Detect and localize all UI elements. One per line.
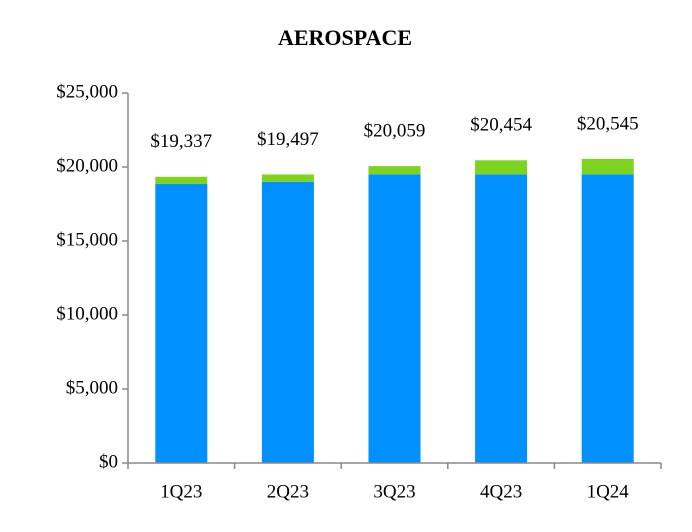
bar-segment: [368, 174, 421, 463]
total-label: $19,337: [150, 131, 212, 152]
total-label: $20,545: [577, 113, 639, 134]
y-tick-label: $20,000: [56, 155, 118, 176]
y-tick-label: $15,000: [56, 229, 118, 250]
bar-segment: [155, 176, 208, 185]
x-tick-label: 1Q23: [160, 481, 202, 502]
total-label: $20,454: [470, 115, 532, 136]
total-label: $19,497: [257, 129, 319, 150]
y-tick-label: $0: [99, 451, 118, 472]
bar-segment: [155, 184, 208, 463]
bar-segment: [581, 158, 634, 175]
bar-segment: [261, 174, 314, 182]
y-tick-label: $10,000: [56, 303, 118, 324]
bar-segment: [475, 174, 528, 463]
bar-segment: [581, 174, 634, 463]
x-tick-label: 4Q23: [480, 481, 522, 502]
bar-segment: [368, 166, 421, 175]
x-tick-label: 2Q23: [267, 481, 309, 502]
bar-segment: [261, 181, 314, 464]
bar-segment: [475, 160, 528, 175]
x-tick-label: 1Q24: [587, 481, 630, 502]
chart-title: AEROSPACE: [278, 25, 412, 50]
y-tick-label: $25,000: [56, 81, 118, 102]
x-tick-label: 3Q23: [373, 481, 415, 502]
total-label: $20,059: [364, 120, 426, 141]
y-tick-label: $5,000: [66, 377, 118, 398]
